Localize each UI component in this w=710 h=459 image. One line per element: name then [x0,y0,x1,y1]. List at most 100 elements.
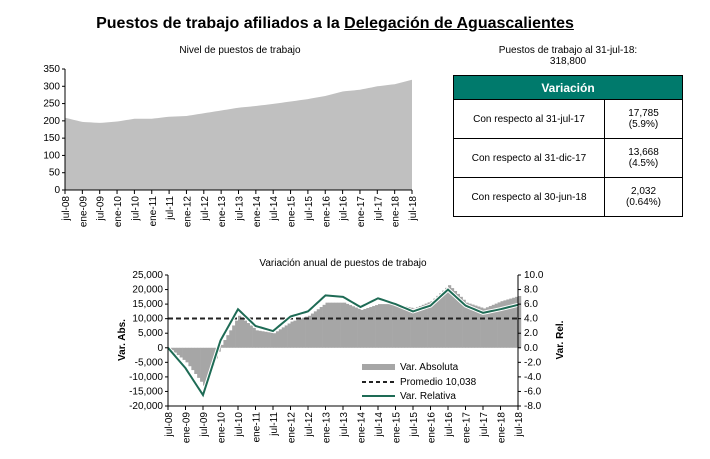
row-value: 2,032 (0.64%) [604,177,683,217]
abs-bar [448,285,452,348]
y-tick-label: 200 [43,116,60,127]
x-tick-label: ene-14 [357,412,368,444]
abs-bar [363,308,367,348]
abs-bar [258,330,262,348]
abs-bar [386,304,390,348]
pct: (5.9%) [628,119,659,130]
abs-bar [380,304,385,348]
abs-bar [375,305,379,348]
row-label: Con respecto al 31-dic-17 [453,138,605,178]
title-prefix: Puestos de trabajo afiliados a la [96,15,345,32]
abs-bar [319,307,323,348]
y2-axis-label: Var. Rel. [555,320,566,359]
abs-bar [468,303,472,348]
x-tick-label: ene-09 [78,196,89,228]
abs-bar [179,347,183,358]
y-tick-label: -15,000 [129,386,163,397]
abs-bar [310,313,315,348]
abs-bar [293,320,297,348]
x-tick-label: jul-15 [409,412,420,438]
rel-line [167,288,519,398]
abs-bar [383,304,388,348]
abs-bar [407,307,411,348]
abs-bar [354,307,358,348]
x-tick-label: jul-09 [199,412,210,438]
x-tick-label: jul-18 [408,196,419,222]
abs-bar [477,306,481,348]
abs-bar [316,309,320,348]
table-row: Con respecto al 30-jun-18 2,032 (0.64%) [453,177,683,217]
x-tick-label: ene-09 [182,412,193,444]
x-tick-label: ene-18 [497,412,508,444]
y-tick-label: 150 [43,133,60,144]
pct: (4.5%) [628,158,659,169]
abs-bar [287,323,291,348]
abs-bar [345,303,350,348]
x-tick-label: ene-16 [321,196,332,228]
legend-avg: Promedio 10,038 [400,377,477,388]
abs-bar [305,316,309,348]
legend-rel: Var. Relativa [400,391,456,402]
abs-bar [483,308,487,348]
abs-bar [296,319,300,348]
abs-bar [413,308,417,348]
abs-bar [243,320,248,348]
abs-bar [360,309,364,348]
x-tick-label: jul-15 [304,196,315,222]
abs-bar [480,307,484,348]
y2-tick-label: -2.0 [524,357,542,368]
abs-bar [418,306,423,348]
abs-bar [284,325,288,348]
abs-bar [325,302,329,348]
y-tick-label: 350 [43,64,60,75]
y-tick-label: 300 [43,81,60,92]
abs-bar [378,304,382,348]
x-tick-label: jul-14 [269,196,280,222]
value: 2,032 [630,186,657,197]
abs-bar [512,297,516,348]
x-tick-label: ene-15 [287,196,298,228]
abs-bar [281,327,285,348]
level-area [65,79,412,190]
abs-bar [246,323,250,348]
abs-bar [290,321,294,348]
table-row: Con respecto al 31-jul-17 17,785 (5.9%) [453,99,683,139]
abs-bar [337,302,341,348]
abs-bar [506,299,510,348]
x-tick-label: ene-12 [182,196,193,228]
y2-tick-label: 6.0 [524,299,538,310]
x-tick-label: jul-16 [444,412,455,438]
row-value: 17,785 (5.9%) [604,99,683,139]
title-delegation: Delegación de Aguascalientes [344,15,574,32]
x-tick-label: ene-17 [462,412,473,444]
abs-bar [351,306,355,348]
abs-bar [459,296,463,348]
abs-bar [436,295,440,348]
y-tick-label: 250 [43,99,60,110]
y-tick-label: 0 [54,185,60,196]
abs-bar [264,331,268,348]
x-tick-label: jul-13 [339,412,350,438]
y-tick-label: 0 [157,343,163,354]
x-tick-label: jul-11 [165,196,176,221]
x-tick-label: jul-08 [61,196,72,222]
x-tick-label: ene-13 [322,412,333,444]
abs-bar [421,304,425,348]
abs-bar [232,325,236,348]
abs-bar [299,318,303,348]
abs-bar [331,302,335,348]
abs-bar [328,302,332,348]
abs-bar [488,306,493,348]
abs-bar [497,302,501,348]
legend-swatch-abs [362,364,395,370]
y-tick-label: 15,000 [132,299,163,310]
abs-bar [389,304,393,348]
x-tick-label: ene-13 [217,196,228,228]
abs-bar [518,296,522,348]
y-tick-label: -5,000 [135,357,164,368]
abs-bar [439,293,443,348]
x-tick-label: jul-17 [373,196,384,222]
abs-bar [427,302,431,348]
abs-bar [313,311,318,348]
abs-bar [240,318,245,348]
